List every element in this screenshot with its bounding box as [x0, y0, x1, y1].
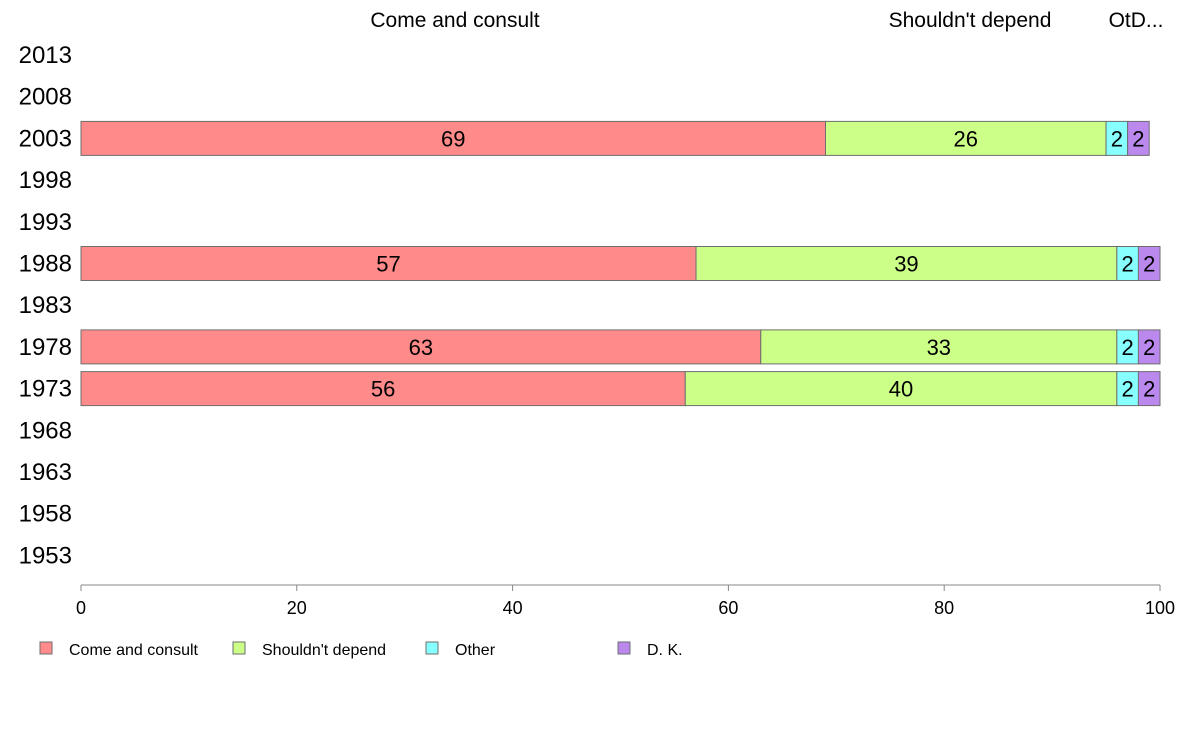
data-label: 56 [371, 377, 395, 402]
data-label: 63 [409, 335, 433, 360]
bar-segment [684, 371, 1118, 407]
data-label: 26 [954, 126, 978, 151]
data-label: 57 [376, 252, 400, 277]
bar-segment [1137, 371, 1161, 407]
data-label: 2 [1132, 126, 1144, 151]
year-label: 1968 [19, 417, 72, 444]
bar-segment [1137, 329, 1161, 365]
data-label: 2 [1111, 126, 1123, 151]
column-header: Come and consult [370, 9, 539, 32]
data-label: 2 [1143, 377, 1155, 402]
year-label: 2003 [19, 125, 72, 152]
x-tick-label: 40 [503, 598, 523, 618]
year-label: 1953 [19, 542, 72, 569]
data-label: 2 [1143, 335, 1155, 360]
year-label: 2008 [19, 84, 72, 111]
year-label: 2013 [19, 42, 72, 69]
legend-swatch [617, 641, 631, 655]
column-header: OtD... [1109, 9, 1164, 32]
legend-label: Other [455, 642, 496, 659]
year-label: 1983 [19, 292, 72, 319]
legend-swatch [232, 641, 246, 655]
year-label: 1978 [19, 334, 72, 361]
legend-label: Shouldn't depend [262, 642, 386, 659]
bar-segment [1127, 120, 1150, 156]
year-label: 1963 [19, 459, 72, 486]
data-label: 2 [1143, 252, 1155, 277]
year-label: 1998 [19, 167, 72, 194]
column-header: Shouldn't depend [889, 9, 1052, 32]
data-label: 2 [1122, 335, 1134, 360]
legend-swatch [39, 641, 53, 655]
year-label: 1993 [19, 209, 72, 236]
bar-segment [1137, 246, 1161, 281]
bar-segment [80, 329, 762, 365]
data-label: 2 [1122, 377, 1134, 402]
data-label: 69 [441, 126, 465, 151]
legend-label: D. K. [647, 642, 683, 659]
bar-segment [825, 120, 1107, 156]
year-label: 1988 [19, 251, 72, 278]
x-tick-label: 100 [1145, 598, 1175, 618]
bar-segment [695, 246, 1118, 281]
legend-swatch [425, 641, 439, 655]
data-label: 40 [889, 377, 913, 402]
bar-segment [760, 329, 1118, 365]
data-label: 2 [1122, 252, 1134, 277]
legend-label: Come and consult [69, 642, 199, 659]
data-label: 33 [927, 335, 951, 360]
x-tick-label: 0 [76, 598, 86, 618]
year-label: 1958 [19, 501, 72, 528]
x-tick-label: 20 [287, 598, 307, 618]
x-tick-label: 80 [934, 598, 954, 618]
data-label: 39 [894, 252, 918, 277]
year-label: 1973 [19, 376, 72, 403]
x-tick-label: 60 [718, 598, 738, 618]
bar-segment [80, 120, 827, 156]
